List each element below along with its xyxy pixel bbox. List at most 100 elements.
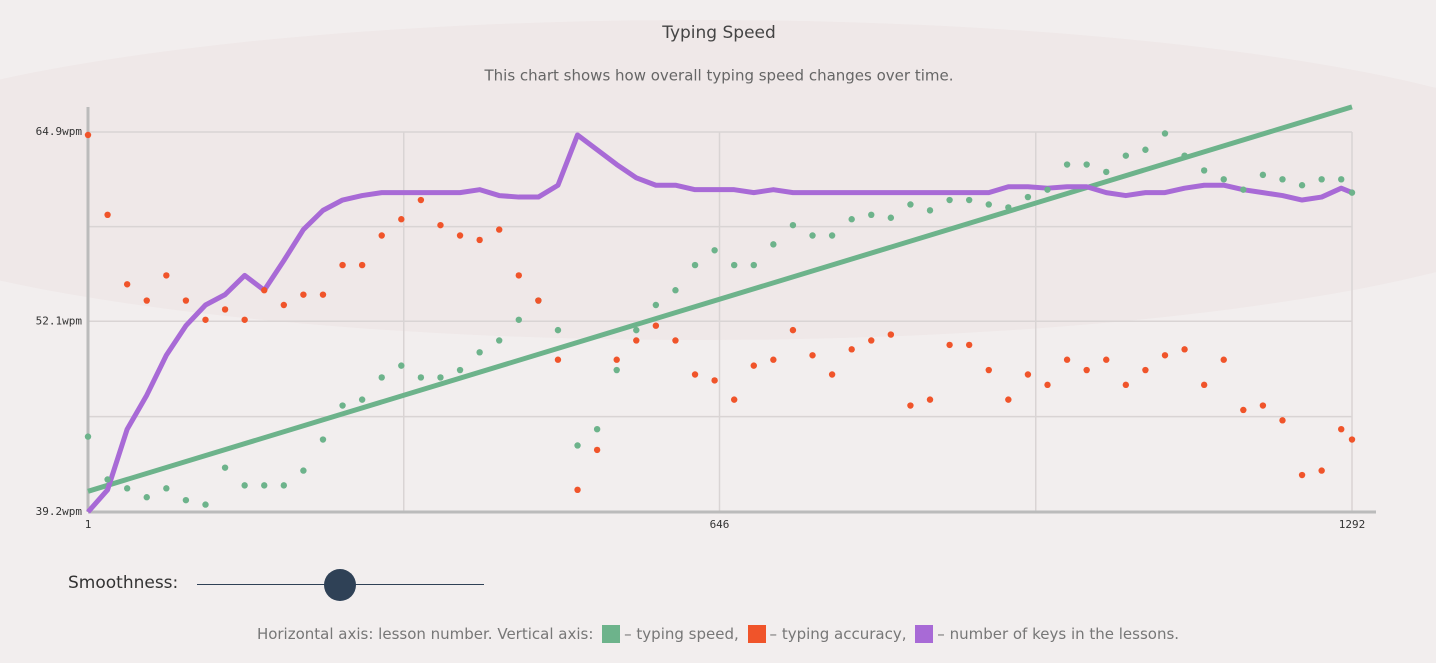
data-point (750, 261, 757, 269)
data-point (887, 214, 895, 221)
legend: Horizontal axis: lesson number. Vertical… (0, 625, 1436, 643)
data-point (789, 221, 797, 229)
data-point (456, 232, 464, 239)
data-point (300, 467, 307, 474)
data-point (907, 402, 914, 409)
data-point (104, 476, 111, 483)
data-point (965, 341, 973, 349)
data-point (515, 316, 522, 323)
data-point (241, 316, 248, 323)
data-point (1044, 381, 1051, 389)
data-point (730, 396, 738, 403)
data-point (104, 211, 111, 219)
trend-line (87, 104, 1353, 494)
data-point (1005, 396, 1012, 403)
chart-subtitle: This chart shows how overall typing spee… (484, 67, 954, 85)
data-point (652, 322, 660, 329)
data-point (1220, 176, 1227, 183)
data-point (496, 337, 503, 344)
data-point (1338, 176, 1345, 183)
data-point (398, 362, 405, 369)
slider-label: Smoothness: (68, 573, 179, 593)
data-point (1200, 167, 1208, 174)
data-point (1181, 152, 1188, 159)
data-point (750, 362, 757, 369)
data-point (261, 482, 268, 489)
data-point (828, 371, 836, 378)
chart-title: Typing Speed (661, 23, 776, 43)
data-point (261, 287, 268, 294)
data-point (221, 464, 229, 471)
data-point (476, 236, 483, 244)
data-point (1103, 356, 1110, 363)
data-point (143, 494, 150, 501)
data-point (202, 501, 209, 508)
x-tick-label: 1 (85, 518, 92, 531)
data-point (1103, 168, 1110, 176)
data-point (691, 371, 699, 378)
data-point (1142, 146, 1149, 153)
data-point (84, 433, 92, 440)
data-point (1200, 381, 1208, 389)
data-point (1259, 402, 1267, 409)
data-point (163, 485, 170, 492)
data-point (1122, 381, 1130, 389)
data-point (202, 316, 209, 323)
data-point (417, 374, 425, 381)
data-point (907, 201, 914, 208)
data-point (378, 374, 385, 381)
data-point (574, 486, 581, 494)
data-point (84, 131, 92, 139)
data-point (358, 261, 366, 269)
legend-swatch (915, 625, 934, 643)
data-point (809, 352, 816, 359)
data-point (926, 396, 934, 403)
data-point (789, 326, 797, 334)
data-point (280, 482, 288, 489)
data-point (417, 196, 425, 204)
data-point (828, 232, 836, 239)
data-point (613, 356, 620, 363)
data-point (593, 446, 601, 454)
data-point (1083, 366, 1090, 374)
data-point (1279, 417, 1286, 424)
data-point (652, 301, 660, 309)
data-point (123, 485, 131, 492)
data-point (887, 331, 895, 338)
y-tick-label: 39.2wpm (36, 505, 83, 518)
data-point (946, 341, 953, 349)
legend-swatch (602, 625, 621, 643)
data-point (319, 436, 327, 443)
data-point (358, 396, 366, 403)
data-point (1240, 186, 1247, 193)
data-point (300, 291, 307, 298)
data-point (437, 374, 444, 381)
data-point (319, 291, 327, 298)
data-point (163, 272, 170, 279)
data-point (241, 482, 248, 489)
data-point (339, 402, 346, 409)
data-point (613, 366, 620, 374)
y-tick-label: 64.9wpm (36, 125, 83, 138)
data-point (711, 377, 718, 384)
data-point (437, 221, 444, 229)
data-point (1318, 467, 1325, 474)
x-tick-label: 1292 (1339, 518, 1366, 531)
data-point (1318, 176, 1325, 183)
data-point (1348, 189, 1356, 196)
legend-swatch (747, 625, 766, 643)
series-line (86, 132, 1353, 514)
data-point (868, 337, 875, 344)
legend-intro: Horizontal axis: lesson number. Vertical… (256, 625, 594, 643)
slider-knob[interactable] (324, 569, 356, 601)
data-point (868, 211, 875, 219)
data-point (848, 346, 855, 353)
data-point (711, 247, 718, 254)
data-point (456, 366, 464, 374)
data-point (1161, 352, 1169, 359)
legend-label: – typing speed, (624, 625, 739, 643)
data-point (770, 356, 777, 363)
y-tick-label: 52.1wpm (36, 314, 83, 327)
data-point (535, 297, 542, 304)
data-point (1005, 204, 1012, 211)
